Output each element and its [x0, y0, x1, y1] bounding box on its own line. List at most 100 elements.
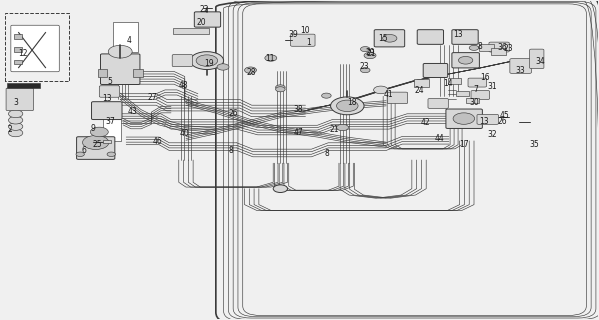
Text: 47: 47 [294, 128, 303, 137]
Text: 37: 37 [105, 117, 115, 126]
FancyBboxPatch shape [291, 34, 315, 46]
Text: 26: 26 [498, 117, 507, 126]
Bar [134, 68, 143, 76]
Circle shape [217, 64, 229, 70]
Text: 33: 33 [516, 66, 525, 75]
FancyBboxPatch shape [489, 42, 509, 52]
Text: 13: 13 [479, 117, 488, 126]
Text: 48: 48 [178, 81, 187, 90]
Circle shape [276, 85, 285, 90]
Text: 30: 30 [469, 98, 479, 107]
Text: 23: 23 [359, 61, 369, 70]
Bar [447, 78, 461, 84]
Text: 8: 8 [324, 149, 329, 158]
Circle shape [107, 152, 116, 156]
FancyBboxPatch shape [11, 25, 59, 72]
Circle shape [322, 93, 331, 98]
Circle shape [276, 87, 285, 92]
FancyBboxPatch shape [172, 54, 192, 67]
Text: 5: 5 [108, 77, 113, 86]
Bar [173, 28, 208, 34]
FancyBboxPatch shape [92, 102, 122, 120]
Text: 21: 21 [329, 125, 339, 134]
Text: 32: 32 [487, 130, 497, 139]
FancyBboxPatch shape [388, 92, 408, 104]
Text: 46: 46 [152, 137, 162, 146]
Bar [14, 47, 22, 52]
FancyBboxPatch shape [6, 88, 34, 111]
Text: 12: 12 [19, 49, 28, 58]
Circle shape [8, 129, 23, 137]
Text: 42: 42 [420, 118, 430, 127]
Circle shape [458, 56, 473, 64]
Text: 24: 24 [415, 86, 424, 95]
Circle shape [8, 116, 23, 124]
FancyBboxPatch shape [194, 12, 220, 27]
Circle shape [265, 55, 277, 61]
Bar [479, 44, 494, 51]
Circle shape [361, 47, 370, 52]
Circle shape [83, 135, 109, 149]
Circle shape [337, 124, 349, 131]
Bar [415, 79, 429, 87]
Text: 38: 38 [294, 105, 303, 114]
FancyBboxPatch shape [530, 49, 544, 68]
Circle shape [90, 127, 108, 137]
Circle shape [244, 67, 256, 73]
Text: 14: 14 [443, 79, 452, 88]
Circle shape [453, 113, 474, 124]
Circle shape [273, 185, 288, 193]
FancyBboxPatch shape [99, 86, 120, 97]
Text: 13: 13 [102, 94, 112, 103]
Circle shape [337, 100, 358, 112]
Circle shape [8, 123, 23, 130]
Circle shape [361, 68, 370, 73]
Text: 2: 2 [8, 125, 13, 134]
Circle shape [364, 52, 376, 59]
Text: 15: 15 [379, 34, 388, 43]
Bar [113, 22, 138, 52]
Text: 22: 22 [199, 5, 208, 14]
FancyBboxPatch shape [101, 54, 140, 84]
Text: 43: 43 [128, 107, 137, 116]
Bar [14, 60, 22, 64]
Text: 27: 27 [148, 93, 158, 102]
Text: 9: 9 [91, 124, 96, 132]
Text: 34: 34 [536, 57, 545, 66]
Text: 23: 23 [504, 44, 513, 53]
Circle shape [108, 45, 132, 58]
Text: 7: 7 [473, 85, 478, 94]
Bar [104, 140, 111, 143]
Circle shape [469, 45, 479, 50]
FancyBboxPatch shape [471, 91, 489, 100]
Text: 26: 26 [229, 109, 238, 118]
Circle shape [8, 110, 23, 118]
FancyBboxPatch shape [428, 99, 448, 108]
Text: 18: 18 [347, 98, 357, 107]
Text: 45: 45 [500, 111, 509, 120]
Circle shape [383, 35, 397, 42]
Text: 40: 40 [180, 129, 190, 138]
Text: 17: 17 [459, 140, 468, 148]
Text: 16: 16 [480, 73, 489, 82]
Text: 39: 39 [289, 30, 298, 39]
Text: 44: 44 [435, 134, 445, 143]
Text: 11: 11 [265, 53, 274, 62]
Bar [456, 91, 469, 96]
Text: 31: 31 [487, 82, 497, 91]
Text: 35: 35 [530, 140, 539, 148]
Bar [7, 83, 40, 88]
Circle shape [331, 97, 364, 115]
Circle shape [190, 52, 223, 69]
Text: 8: 8 [228, 146, 233, 155]
FancyBboxPatch shape [423, 63, 447, 77]
Text: 6: 6 [82, 146, 87, 155]
Text: 20: 20 [196, 19, 205, 28]
Circle shape [374, 86, 388, 94]
Bar [98, 68, 107, 76]
Bar [104, 109, 122, 141]
FancyBboxPatch shape [77, 137, 115, 159]
Text: 41: 41 [383, 90, 393, 99]
FancyBboxPatch shape [374, 30, 405, 47]
Text: 29: 29 [365, 48, 375, 57]
